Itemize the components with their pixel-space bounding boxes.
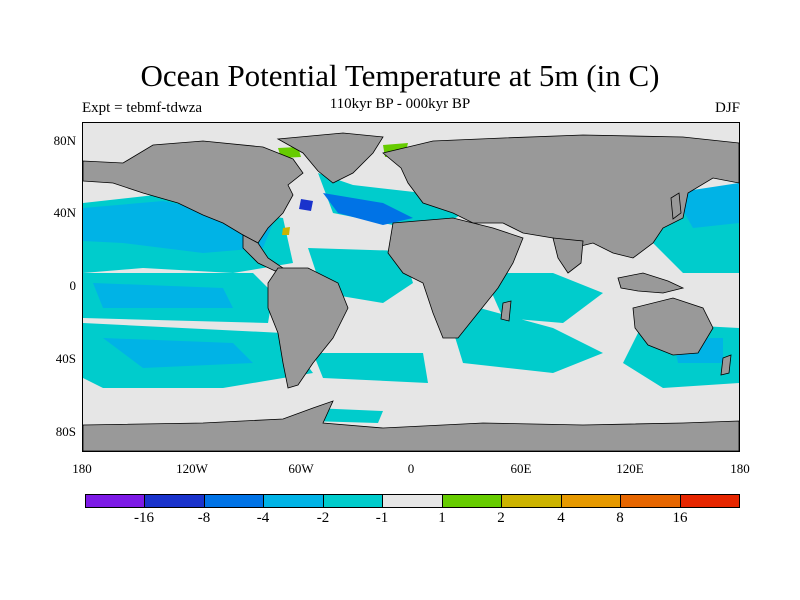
y-tick-label: 0 xyxy=(69,278,77,293)
x-tick-label: 120E xyxy=(616,461,644,476)
india xyxy=(552,237,584,274)
north-america xyxy=(83,140,304,244)
colorbar-label: 4 xyxy=(557,510,565,526)
colorbar-swatch xyxy=(502,495,562,507)
africa xyxy=(387,217,524,339)
plot-title: Ocean Potential Temperature at 5m (in C) xyxy=(140,58,660,93)
colorbar xyxy=(85,494,740,508)
eurasia xyxy=(382,134,739,259)
colorbar-label: -4 xyxy=(256,510,270,526)
anomaly-cool-1 xyxy=(443,298,603,373)
y-tick-label: 80N xyxy=(53,133,76,148)
australia xyxy=(632,297,714,356)
new-zealand xyxy=(720,354,732,376)
x-tick-label: 0 xyxy=(407,461,415,476)
anomaly-cool-4 xyxy=(323,193,413,225)
y-tick-label: 40N xyxy=(53,205,76,220)
x-tick-label: 60W xyxy=(288,461,314,476)
anomaly-cool-2 xyxy=(103,338,253,368)
colorbar-swatch xyxy=(561,495,622,507)
antarctica xyxy=(83,400,739,451)
colorbar-swatch xyxy=(264,495,324,507)
colorbar-label: 2 xyxy=(497,510,505,526)
x-tick-label: 120W xyxy=(176,461,208,476)
colorbar-swatch xyxy=(621,495,681,507)
colorbar-label: 8 xyxy=(616,510,624,526)
x-tick-label: 180 xyxy=(72,461,92,476)
colorbar-label: -2 xyxy=(316,510,330,526)
colorbar-label: -8 xyxy=(197,510,211,526)
colorbar-swatch xyxy=(383,495,443,507)
ocean-anomaly-field xyxy=(83,143,739,423)
anomaly-cool-2 xyxy=(673,183,739,228)
y-tick-label: 80S xyxy=(55,424,76,439)
x-tick-label: 60E xyxy=(510,461,532,476)
anomaly-cool-1 xyxy=(318,173,463,233)
landmasses xyxy=(83,132,739,451)
experiment-label: Expt = tebmf-tdwza xyxy=(82,100,203,116)
anomaly-cool-2 xyxy=(93,283,233,308)
colorbar-label: -16 xyxy=(134,510,154,526)
colorbar-label: 16 xyxy=(672,510,688,526)
period-label: 110kyr BP - 000kyr BP xyxy=(329,96,471,112)
anomaly-cool-1 xyxy=(313,353,428,383)
anomaly-cool-1 xyxy=(483,273,603,323)
japan xyxy=(670,192,682,220)
greenland xyxy=(276,132,384,184)
colorbar-swatch xyxy=(204,495,265,507)
madagascar xyxy=(500,300,512,322)
anomaly-cool-8 xyxy=(299,199,313,211)
season-label: DJF xyxy=(714,100,740,116)
colorbar-swatch xyxy=(323,495,384,507)
colorbar-swatch xyxy=(86,495,146,507)
maritime-continent xyxy=(617,272,685,294)
colorbar-label: 1 xyxy=(438,510,446,526)
colorbar-label: -1 xyxy=(375,510,389,526)
colorbar-swatch xyxy=(680,495,739,507)
south-america xyxy=(267,267,349,389)
colorbar-swatch xyxy=(442,495,503,507)
y-tick-label: 40S xyxy=(55,351,76,366)
colorbar-swatch xyxy=(145,495,205,507)
x-tick-label: 180 xyxy=(730,461,750,476)
map-panel xyxy=(82,122,740,452)
anomaly-warm-4 xyxy=(282,227,290,235)
